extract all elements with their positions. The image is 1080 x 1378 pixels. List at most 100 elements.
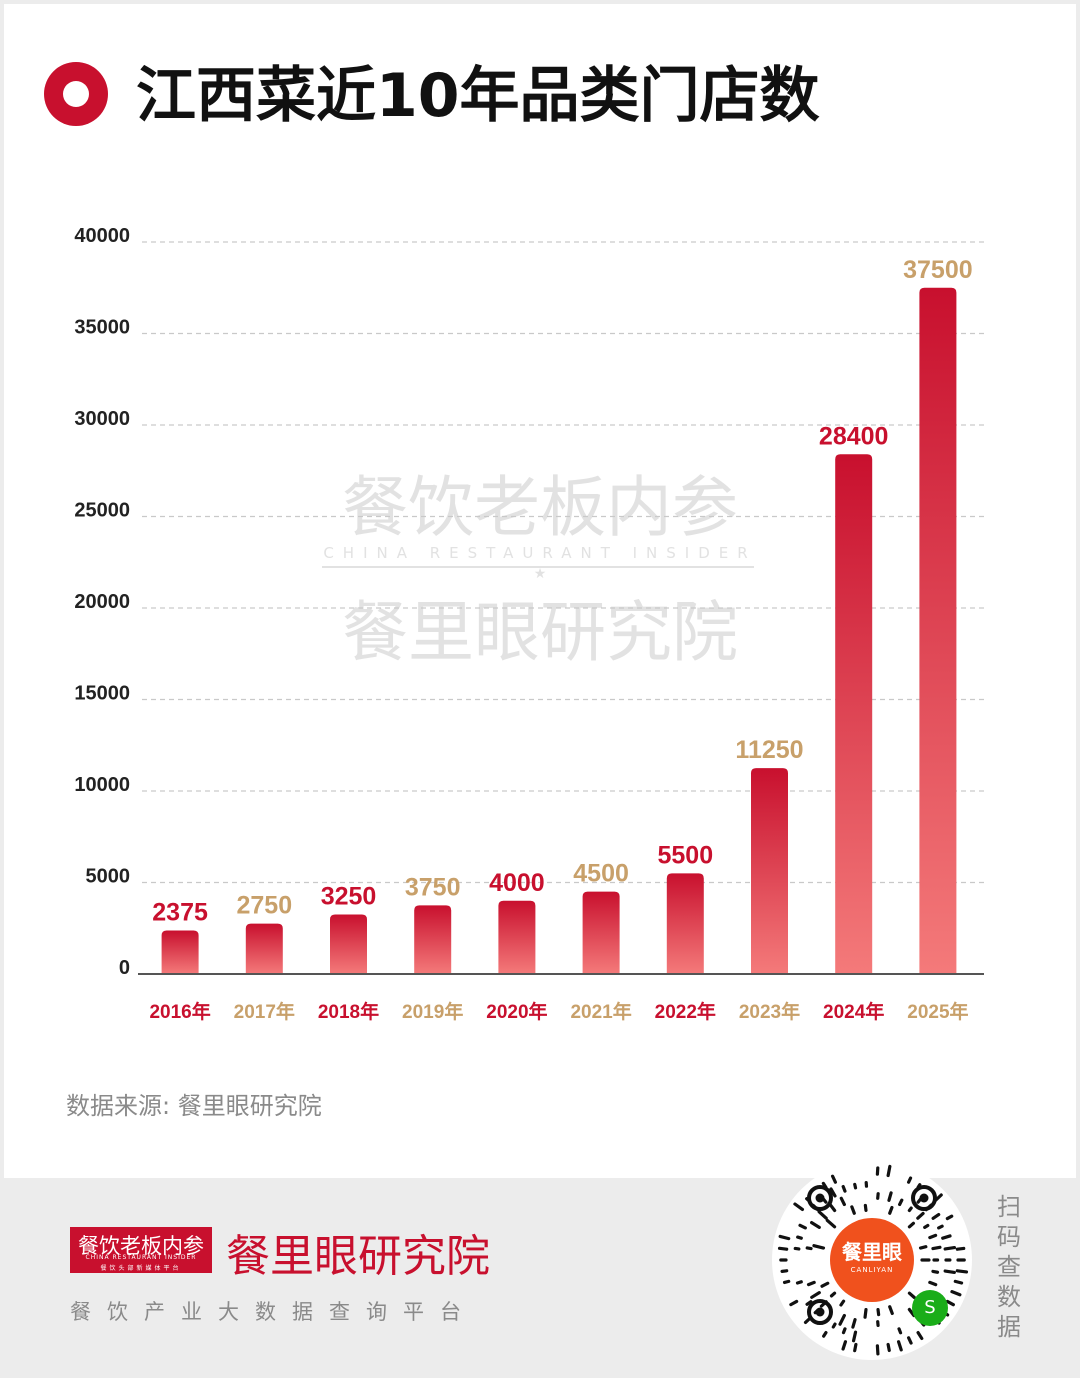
y-tick-label: 5000: [86, 866, 131, 888]
qr-mark: [851, 1318, 857, 1329]
qr-mark: [897, 1327, 903, 1335]
qr-mark: [838, 1313, 846, 1326]
scan-char: 数: [997, 1283, 1021, 1311]
qr-mark: [863, 1308, 868, 1319]
canyin-logo: 餐饮老板内参 CHINA RESTAURANT INSIDER 餐饮头部新媒体平…: [70, 1227, 212, 1273]
qr-finder: [807, 1185, 833, 1211]
bar: [919, 287, 957, 974]
value-label: 4500: [573, 860, 629, 888]
qr-mark: [777, 1246, 789, 1251]
bar: [582, 891, 620, 974]
x-tick-label: 2018年: [318, 1000, 379, 1023]
x-tick-label: 2024年: [823, 1000, 884, 1023]
qr-code-icon[interactable]: 餐里眼 CANLIYAN S: [772, 1160, 972, 1360]
qr-mark: [928, 1233, 938, 1240]
qr-finder-dot: [815, 1307, 825, 1317]
qr-mark: [886, 1342, 891, 1353]
qr-mark: [916, 1211, 925, 1220]
wechat-mini-program-icon: S: [912, 1290, 948, 1326]
qr-mark: [812, 1244, 826, 1250]
logo-main-text: 餐饮老板内参: [78, 1234, 204, 1258]
value-label: 28400: [819, 422, 889, 450]
qr-mark: [817, 1210, 828, 1220]
value-label: 11250: [735, 736, 803, 764]
qr-mark: [875, 1344, 880, 1356]
qr-mark: [829, 1291, 837, 1298]
qr-mark: [796, 1235, 803, 1240]
qr-center-badge: 餐里眼 CANLIYAN: [830, 1218, 914, 1302]
y-tick-label: 0: [119, 957, 130, 979]
qr-mark: [907, 1291, 916, 1300]
qr-mark: [928, 1280, 938, 1287]
watermark-line2: CHINA RESTAURANT INSIDER: [323, 544, 756, 562]
qr-mark: [953, 1279, 964, 1285]
watermark-line1: 餐饮老板内参: [342, 469, 738, 546]
qr-mark: [888, 1305, 894, 1316]
qr-mark: [822, 1331, 828, 1338]
qr-mark: [863, 1203, 868, 1212]
x-tick-label: 2017年: [234, 1000, 295, 1023]
scan-text: 扫 码 查 数 据: [994, 1192, 1024, 1342]
main-card: [4, 4, 1076, 1178]
qr-mark: [943, 1245, 957, 1251]
qr-mark: [839, 1299, 846, 1307]
qr-mark: [945, 1299, 955, 1307]
bars: [161, 287, 957, 974]
value-label: 37500: [903, 256, 973, 284]
x-tick-label: 2019年: [402, 1000, 463, 1023]
qr-mark: [810, 1221, 821, 1229]
qr-mark: [898, 1198, 904, 1207]
x-axis-ticks: 2016年 2017年 2018年 2019年 2020年 2021年 2022年 2023年…: [149, 1000, 968, 1023]
qr-mark: [841, 1340, 848, 1351]
qr-mark: [782, 1279, 791, 1285]
qr-mark: [805, 1246, 813, 1251]
y-tick-label: 30000: [74, 408, 130, 430]
value-label: 5500: [657, 841, 713, 869]
x-tick-label: 2022年: [655, 1000, 716, 1023]
x-tick-label: 2020年: [486, 1000, 547, 1023]
qr-mark: [825, 1218, 837, 1229]
qr-mark: [931, 1245, 942, 1251]
qr-mark: [945, 1214, 954, 1221]
qr-finder: [807, 1299, 833, 1325]
y-axis-ticks: 0 5000 10000 15000 20000 25000 30000 35000 40000: [74, 225, 130, 979]
bar: [498, 900, 536, 974]
qr-mark: [829, 1187, 837, 1198]
brand-name: 餐里眼研究院: [226, 1231, 490, 1282]
scan-char: 码: [997, 1223, 1021, 1251]
watermark-star: ★: [534, 566, 547, 582]
qr-mark: [810, 1291, 821, 1299]
qr-mark: [923, 1223, 930, 1229]
qr-mark: [793, 1202, 805, 1212]
y-tick-label: 15000: [74, 683, 130, 705]
red-ring-icon: [44, 62, 108, 126]
qr-mark: [950, 1290, 962, 1297]
qr-mark: [955, 1246, 966, 1251]
y-tick-label: 20000: [74, 591, 130, 613]
page-title: 江西菜近10年品类门店数: [136, 61, 820, 131]
qr-mark: [841, 1184, 847, 1193]
qr-mark: [851, 1330, 858, 1343]
qr-mark: [907, 1206, 913, 1213]
qr-mark: [907, 1221, 916, 1229]
qr-mark: [850, 1205, 856, 1215]
tagline: 餐饮产业大数据查询平台: [70, 1300, 477, 1324]
qr-mark: [941, 1234, 952, 1240]
y-tick-label: 25000: [74, 500, 130, 522]
bar: [245, 923, 283, 974]
x-tick-label: 2023年: [739, 1000, 800, 1023]
source-note: 数据来源: 餐里眼研究院: [66, 1092, 322, 1120]
scan-char: 查: [997, 1253, 1021, 1281]
qr-mark: [803, 1317, 811, 1325]
qr-mark: [916, 1331, 924, 1341]
qr-mark: [805, 1300, 813, 1306]
qr-finder-dot: [919, 1193, 929, 1203]
qr-mark: [943, 1269, 956, 1275]
x-tick-label: 2016年: [149, 1000, 210, 1023]
scan-char: 扫: [997, 1193, 1021, 1221]
x-tick-label: 2021年: [570, 1000, 631, 1023]
qr-mark: [831, 1322, 837, 1329]
qr-mark: [778, 1234, 791, 1241]
qr-mark: [795, 1280, 803, 1285]
bar: [330, 914, 367, 974]
